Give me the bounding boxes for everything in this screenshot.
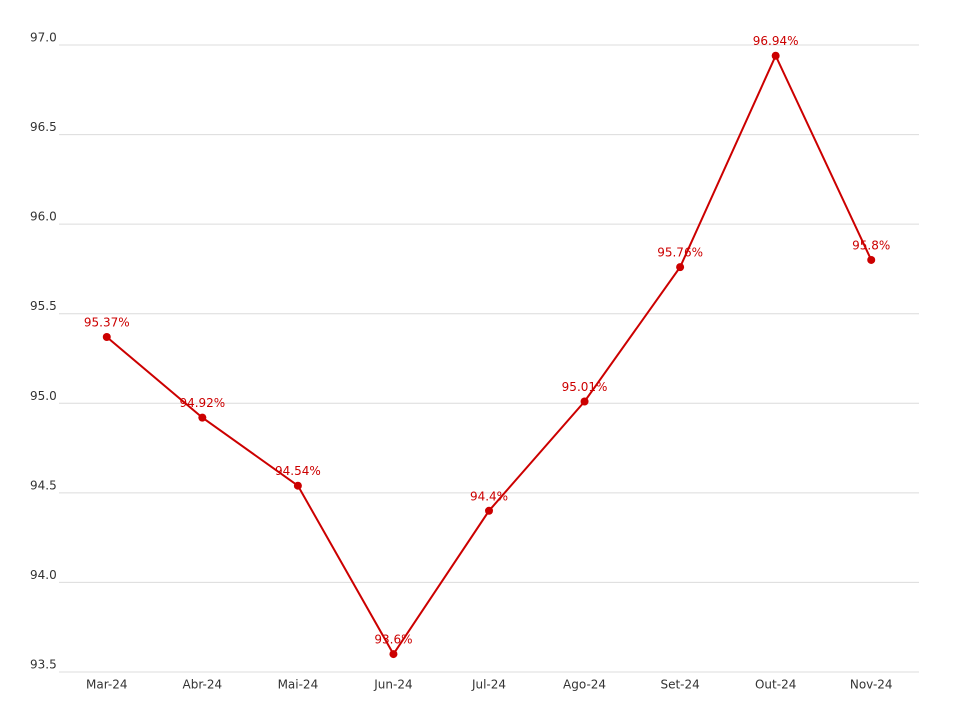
value-label: 94.54% [275,464,321,478]
data-point [198,413,207,422]
x-tick-label: Mai-24 [278,678,319,692]
data-point [293,481,302,490]
value-label: 95.37% [84,316,130,330]
y-tick-label: 93.5 [30,658,57,672]
x-tick-label: Set-24 [660,678,699,692]
y-tick-label: 95.0 [30,389,57,403]
data-point [389,650,398,659]
value-label: 95.01% [562,380,608,394]
data-line [106,53,873,656]
value-label: 96.94% [753,34,799,48]
x-tick-label: Mar-24 [86,678,127,692]
y-tick-label: 95.5 [30,299,57,313]
value-label: 94.92% [179,396,225,410]
value-label: 93.6% [374,633,412,647]
x-tick-label: Jun-24 [373,678,412,692]
data-point [771,51,780,60]
data-point [580,397,589,406]
value-label: 95.8% [852,238,890,252]
y-tick-label: 94.5 [30,478,57,492]
x-tick-label: Out-24 [755,678,796,692]
y-tick-label: 96.0 [30,210,57,224]
y-tick-label: 97.0 [30,31,57,45]
data-point [676,263,685,272]
x-tick-label: Nov-24 [850,678,893,692]
data-point [102,333,111,342]
data-point [867,255,876,264]
x-tick-label: Abr-24 [183,678,223,692]
value-label: 95.76% [657,246,703,260]
data-point [485,506,493,515]
y-tick-label: 96.5 [30,120,57,134]
x-tick-label: Ago-24 [563,678,606,692]
y-tick-label: 94.0 [30,568,57,582]
value-label: 94.4% [470,489,508,503]
x-tick-label: Jul-24 [471,678,506,692]
